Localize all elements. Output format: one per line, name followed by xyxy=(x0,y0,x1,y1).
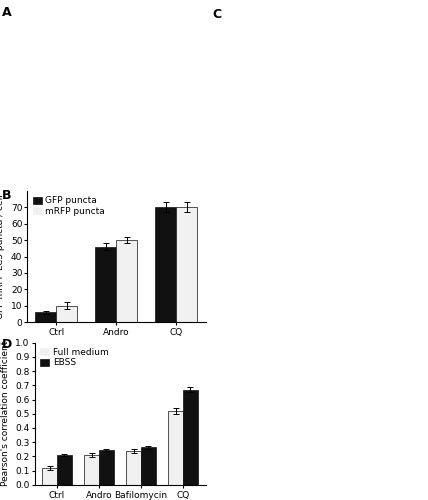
Text: D: D xyxy=(2,338,12,350)
Bar xyxy=(42,468,57,485)
Bar xyxy=(116,240,137,322)
Bar xyxy=(56,306,77,322)
Bar xyxy=(36,312,56,322)
Bar xyxy=(176,208,197,322)
Bar xyxy=(126,451,141,485)
Bar xyxy=(183,390,198,485)
Bar xyxy=(141,447,156,485)
Y-axis label: Colocalization of LC3 and LAMP1
Pearson's correlation coefficient: Colocalization of LC3 and LAMP1 Pearson'… xyxy=(0,340,10,488)
Text: B: B xyxy=(2,190,12,202)
Bar xyxy=(57,455,72,485)
Y-axis label: GFP-mRFP-LC3 puncta / cell: GFP-mRFP-LC3 puncta / cell xyxy=(0,194,5,319)
Legend: GFP puncta, mRFP puncta: GFP puncta, mRFP puncta xyxy=(32,196,106,216)
Bar xyxy=(168,411,183,485)
Text: A: A xyxy=(2,6,12,18)
Bar xyxy=(84,455,99,485)
Bar xyxy=(95,246,116,322)
Bar xyxy=(99,450,114,485)
Legend: Full medium, EBSS: Full medium, EBSS xyxy=(39,347,109,368)
Bar xyxy=(155,208,176,322)
Text: C: C xyxy=(212,8,221,20)
